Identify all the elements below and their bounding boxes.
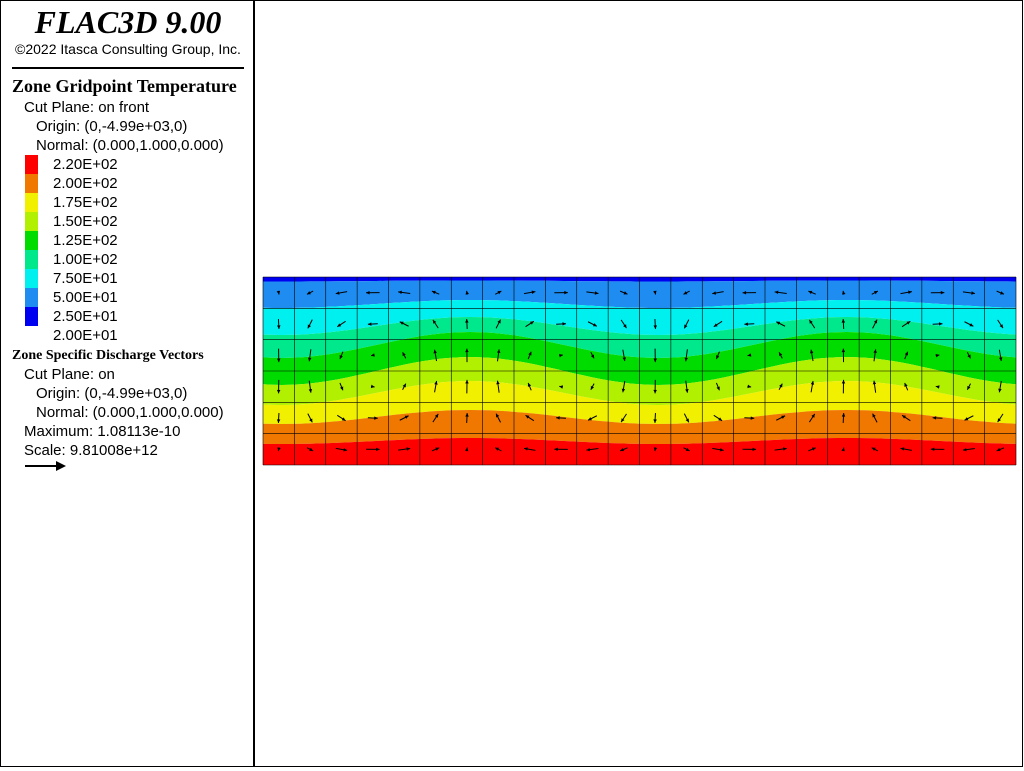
legend-value: 2.20E+02: [53, 155, 118, 174]
legend-swatch: [25, 288, 38, 307]
vector-plot-heading: Zone Specific Discharge Vectors: [12, 347, 204, 364]
temperature-contour-plot[interactable]: [258, 1, 1022, 766]
legend-swatch: [25, 174, 38, 193]
legend-panel: FLAC3D 9.00 ©2022 Itasca Consulting Grou…: [1, 1, 255, 766]
temperature-plot-heading: Zone Gridpoint Temperature: [12, 76, 237, 97]
legend-value: 2.00E+01: [53, 326, 118, 345]
app-title: FLAC3D 9.00: [1, 4, 255, 40]
temperature-normal: Normal: (0.000,1.000,0.000): [36, 137, 224, 155]
legend-value: 7.50E+01: [53, 269, 118, 288]
copyright-text: ©2022 Itasca Consulting Group, Inc.: [1, 41, 255, 58]
legend-value: 1.50E+02: [53, 212, 118, 231]
legend-swatch: [25, 307, 38, 326]
vector-normal: Normal: (0.000,1.000,0.000): [36, 404, 224, 422]
legend-value: 5.00E+01: [53, 288, 118, 307]
legend-swatch: [25, 231, 38, 250]
model-viewport[interactable]: [258, 1, 1022, 766]
legend-swatch: [25, 155, 38, 174]
arrow-right-icon: [24, 459, 68, 473]
vector-cut-plane: Cut Plane: on: [24, 366, 115, 384]
legend-value: 1.00E+02: [53, 250, 118, 269]
legend-swatch: [25, 250, 38, 269]
legend-swatch: [25, 212, 38, 231]
legend-value: 2.50E+01: [53, 307, 118, 326]
temperature-cut-plane: Cut Plane: on front: [24, 99, 149, 117]
temperature-color-scale: [25, 155, 38, 346]
legend-swatch: [25, 269, 38, 288]
title-divider: [12, 67, 244, 69]
vector-scale: Scale: 9.81008e+12: [24, 442, 158, 460]
legend-value: 1.25E+02: [53, 231, 118, 250]
vector-origin: Origin: (0,-4.99e+03,0): [36, 385, 187, 403]
legend-value: 2.00E+02: [53, 174, 118, 193]
temperature-origin: Origin: (0,-4.99e+03,0): [36, 118, 187, 136]
legend-value: 1.75E+02: [53, 193, 118, 212]
vector-maximum: Maximum: 1.08113e-10: [24, 423, 180, 441]
legend-swatch: [25, 193, 38, 212]
